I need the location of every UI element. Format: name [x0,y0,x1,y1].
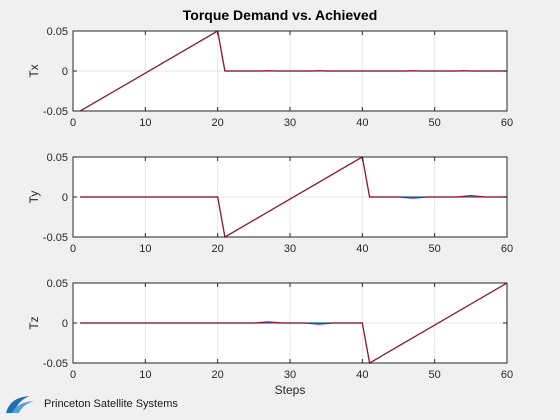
x-tick-label: 30 [284,243,296,255]
x-axis-label: Steps [275,383,306,397]
y-axis-label: Tz [27,316,41,329]
x-tick-label: 50 [429,369,441,381]
x-tick-label: 40 [356,243,368,255]
y-tick-label: 0.05 [47,278,68,290]
company-logo: Princeton Satellite Systems [4,393,178,415]
y-tick-label: 0 [62,192,68,204]
x-tick-label: 30 [284,117,296,129]
company-name: Princeton Satellite Systems [44,398,178,410]
x-tick-label: 20 [212,117,224,129]
x-tick-label: 0 [70,243,76,255]
x-tick-label: 60 [501,117,513,129]
x-tick-label: 10 [139,117,151,129]
x-tick-label: 30 [284,369,296,381]
y-axis-label: Tx [27,64,41,77]
series-line-achieved [80,156,507,238]
x-tick-label: 50 [429,243,441,255]
x-tick-label: 40 [356,369,368,381]
x-tick-label: 10 [139,369,151,381]
x-tick-label: 20 [212,369,224,381]
y-tick-label: 0.05 [47,152,68,164]
y-axis-label: Ty [27,191,41,204]
x-tick-label: 20 [212,243,224,255]
y-tick-label: -0.05 [43,358,68,370]
x-tick-label: 0 [70,369,76,381]
x-tick-label: 0 [70,117,76,129]
y-tick-label: -0.05 [43,106,68,118]
y-tick-label: 0 [62,66,68,78]
y-tick-label: 0.05 [47,26,68,38]
x-tick-label: 50 [429,117,441,129]
x-tick-label: 60 [501,243,513,255]
y-tick-label: 0 [62,318,68,330]
x-tick-label: 40 [356,117,368,129]
chart-title: Torque Demand vs. Achieved [183,7,378,23]
series-line-achieved [80,282,508,364]
series-line-achieved [79,30,507,112]
y-tick-label: -0.05 [43,232,68,244]
swoosh-icon [6,396,34,413]
x-tick-label: 10 [139,243,151,255]
x-tick-label: 60 [501,369,513,381]
